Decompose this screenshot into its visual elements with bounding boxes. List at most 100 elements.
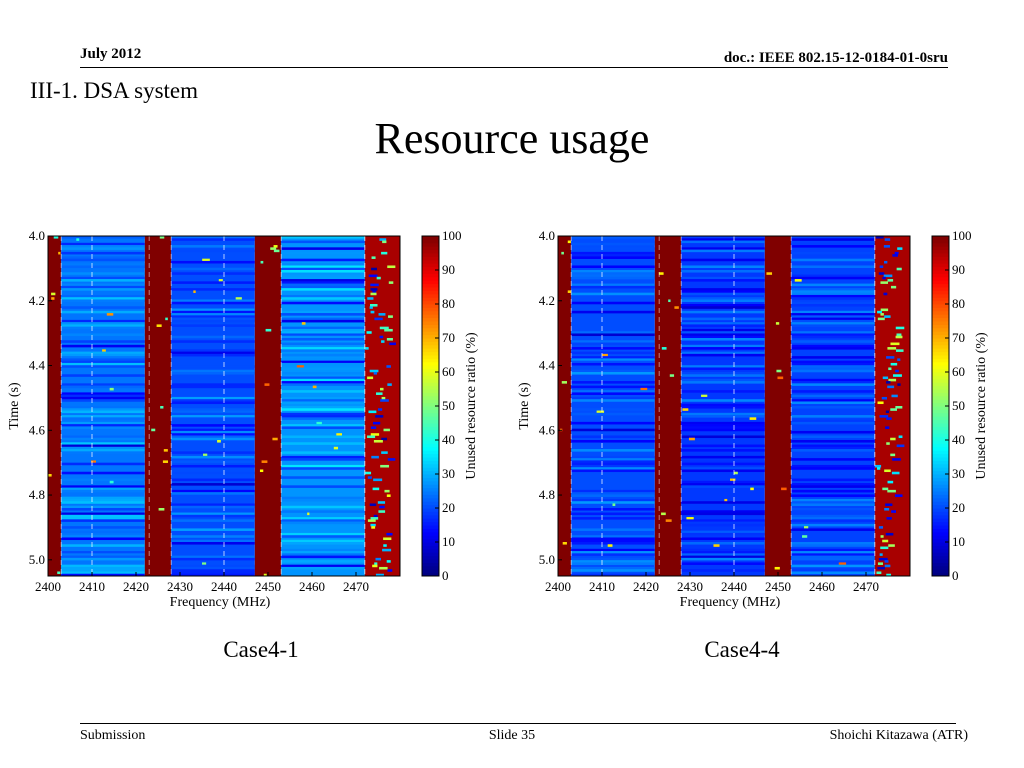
- colorbar-cell: [422, 416, 439, 421]
- heatmap-stripe: [681, 304, 765, 307]
- heatmap-stripe: [571, 399, 655, 402]
- heatmap-stripe: [371, 526, 376, 529]
- heatmap-stripe: [896, 444, 905, 448]
- heatmap-stripe: [791, 333, 875, 337]
- heatmap-stripe: [281, 360, 365, 364]
- heatmap-stripe: [281, 236, 365, 239]
- section-title: III-1. DSA system: [30, 78, 199, 103]
- heatmap-stripe: [571, 240, 655, 244]
- colorbar-cell: [422, 307, 439, 312]
- colorbar-cell: [422, 491, 439, 495]
- heatmap-stripe: [681, 292, 765, 296]
- heatmap-stripe: [386, 338, 393, 341]
- heatmap-stripe: [791, 444, 875, 448]
- heatmap-stripe: [681, 510, 765, 513]
- colorbar-cell: [422, 246, 439, 251]
- colorbar-cell: [932, 236, 949, 240]
- heatmap-stripe: [571, 517, 655, 520]
- colorbar-cell: [932, 446, 949, 451]
- heatmap-stripe: [372, 487, 380, 491]
- heatmap-stripe: [281, 396, 365, 400]
- colorbar-cell: [932, 327, 949, 332]
- heatmap-stripe: [281, 353, 365, 357]
- heatmap-stripe: [281, 532, 365, 536]
- heatmap-stripe: [571, 392, 655, 395]
- colorbar-cell: [932, 361, 949, 366]
- heatmap-stripe: [681, 403, 765, 407]
- heatmap-stripe: [61, 385, 145, 389]
- heatmap-stripe: [571, 340, 655, 343]
- colorbar-cell: [422, 453, 439, 458]
- heatmap-stripe: [571, 358, 655, 361]
- x-tick-label: 2450: [255, 579, 281, 594]
- heatmap-stripe: [876, 571, 882, 575]
- heatmap-stripe: [281, 328, 365, 332]
- heatmap-stripe: [281, 521, 365, 525]
- colorbar-cell: [422, 450, 439, 455]
- heatmap-stripe: [791, 290, 875, 293]
- heatmap-stripe: [61, 555, 145, 559]
- heatmap-stripe: [896, 267, 902, 271]
- colorbar-cell: [422, 259, 439, 264]
- heatmap-cells: [558, 236, 910, 577]
- heatmap-stripe: [171, 437, 255, 441]
- heatmap-stripe: [273, 245, 278, 248]
- heatmap-stripe: [61, 263, 145, 266]
- heatmap-stripe: [681, 455, 765, 459]
- heatmap-stripe: [273, 249, 280, 253]
- heatmap-stripe: [791, 501, 875, 504]
- y-axis-label: Time (s): [517, 382, 532, 430]
- colorbar-cell: [932, 528, 949, 533]
- heatmap-stripe: [61, 247, 145, 250]
- heatmap-stripe: [887, 489, 896, 493]
- colorbar-cell: [932, 416, 949, 421]
- heatmap-stripe: [681, 317, 765, 321]
- heatmap-stripe: [61, 353, 145, 357]
- colorbar-cell: [932, 399, 949, 404]
- heatmap-stripe: [681, 562, 765, 565]
- colorbar-cell: [932, 457, 949, 461]
- colorbar-cell: [422, 501, 439, 506]
- colorbar-cell: [932, 351, 949, 356]
- colorbar-cell: [932, 460, 949, 465]
- heatmap-stripe: [281, 451, 365, 454]
- colorbar-cell: [422, 338, 439, 342]
- heatmap-stripe: [571, 236, 655, 239]
- heatmap-stripe: [377, 501, 386, 504]
- heatmap-stripe: [281, 319, 365, 323]
- heatmap-stripe: [61, 530, 145, 534]
- colorbar-cell: [932, 375, 949, 380]
- colorbar-cell: [932, 548, 949, 553]
- heatmap-stripe: [61, 374, 145, 377]
- heatmap-stripe: [171, 349, 255, 352]
- colorbar-cell: [932, 290, 949, 295]
- heatmap-stripe: [171, 483, 255, 486]
- heatmap-stripe: [897, 247, 903, 250]
- heatmap-stripe: [61, 485, 145, 488]
- heatmap-stripe: [681, 551, 765, 554]
- chart-caption-1: Case4-1: [223, 637, 299, 662]
- heatmap-stripe: [681, 374, 765, 377]
- heatmap-stripe: [296, 365, 304, 368]
- heatmap-stripe: [171, 288, 255, 291]
- colorbar-cell: [422, 341, 439, 346]
- heatmap-stripe: [791, 383, 875, 386]
- heatmap-stripe: [281, 288, 365, 291]
- heatmap-stripe: [61, 392, 145, 395]
- colorbar-cell: [932, 538, 949, 543]
- heatmap-stripe: [171, 571, 255, 575]
- heatmap-stripe: [895, 369, 899, 373]
- heatmap-stripe: [281, 247, 365, 250]
- colorbar-cell: [422, 409, 439, 414]
- heatmap-stripe: [681, 236, 765, 239]
- x-tick-label: 2430: [677, 579, 703, 594]
- heatmap-chart-1: 2400 2410 2420 2430 2440 2450 2460 2470 4.0 4.2 4.…: [0, 228, 500, 618]
- heatmap-stripe: [681, 421, 765, 425]
- heatmap-stripe: [892, 374, 902, 377]
- heatmap-stripe: [372, 564, 378, 568]
- heatmap-stripe: [61, 394, 145, 398]
- heatmap-band-6: [364, 236, 400, 576]
- heatmap-stripe: [160, 406, 164, 409]
- heatmap-stripe: [281, 553, 365, 556]
- heatmap-stripe: [571, 528, 655, 531]
